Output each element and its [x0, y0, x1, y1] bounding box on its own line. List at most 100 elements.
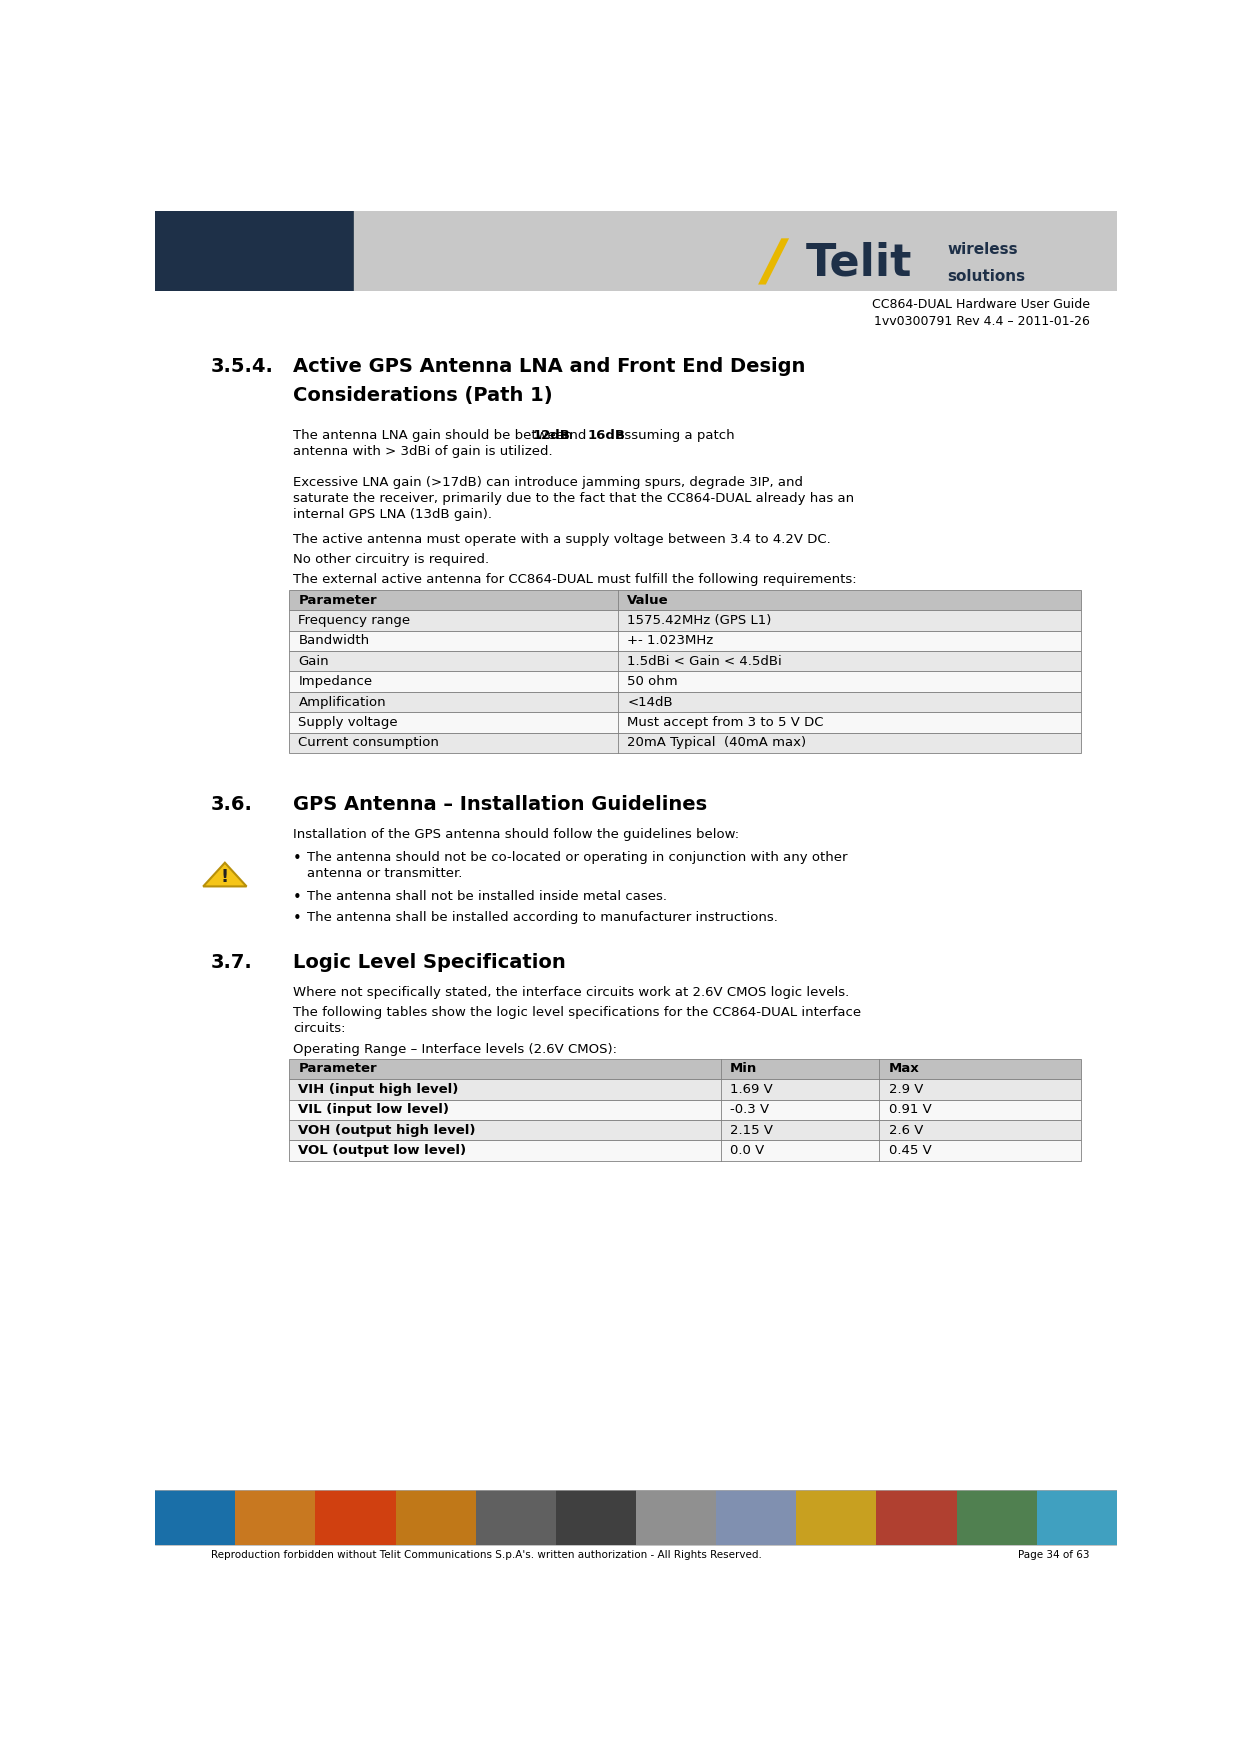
Bar: [352, 211, 1117, 291]
Text: +- 1.023MHz: +- 1.023MHz: [627, 634, 714, 648]
Text: The antenna LNA gain should be between: The antenna LNA gain should be between: [293, 428, 577, 442]
Text: 0.91 V: 0.91 V: [889, 1104, 931, 1116]
Bar: [876, 1490, 958, 1544]
Text: No other circuitry is required.: No other circuitry is required.: [293, 553, 489, 565]
Text: 12dB: 12dB: [532, 428, 570, 442]
Text: The antenna shall be installed according to manufacturer instructions.: The antenna shall be installed according…: [307, 911, 778, 923]
Bar: [396, 1490, 478, 1544]
Text: The following tables show the logic level specifications for the CC864-DUAL inte: The following tables show the logic leve…: [293, 1006, 861, 1018]
Text: circuits:: circuits:: [293, 1021, 345, 1035]
Text: Where not specifically stated, the interface circuits work at 2.6V CMOS logic le: Where not specifically stated, the inter…: [293, 986, 849, 999]
Text: and: and: [557, 428, 591, 442]
Text: Must accept from 3 to 5 V DC: Must accept from 3 to 5 V DC: [627, 716, 824, 728]
Text: Supply voltage: Supply voltage: [299, 716, 398, 728]
Text: 3.7.: 3.7.: [211, 953, 253, 972]
Text: Considerations (Path 1): Considerations (Path 1): [293, 386, 552, 405]
Text: solutions: solutions: [947, 269, 1025, 284]
Bar: [289, 1079, 1081, 1100]
Bar: [289, 732, 1081, 753]
Text: 16dB: 16dB: [587, 428, 625, 442]
Bar: [289, 672, 1081, 691]
Text: Min: Min: [730, 1062, 757, 1076]
Text: VIL (input low level): VIL (input low level): [299, 1104, 449, 1116]
Text: 1vv0300791 Rev 4.4 – 2011-01-26: 1vv0300791 Rev 4.4 – 2011-01-26: [874, 314, 1090, 328]
Text: Installation of the GPS antenna should follow the guidelines below:: Installation of the GPS antenna should f…: [293, 828, 740, 841]
Bar: [315, 1490, 397, 1544]
Text: Operating Range – Interface levels (2.6V CMOS):: Operating Range – Interface levels (2.6V…: [293, 1044, 617, 1057]
Text: 1575.42MHz (GPS L1): 1575.42MHz (GPS L1): [627, 614, 772, 627]
Text: Parameter: Parameter: [299, 593, 377, 607]
Bar: [289, 630, 1081, 651]
Text: The antenna shall not be installed inside metal cases.: The antenna shall not be installed insid…: [307, 890, 666, 904]
Bar: [352, 211, 354, 291]
Polygon shape: [758, 239, 789, 284]
Text: antenna or transmitter.: antenna or transmitter.: [307, 867, 463, 879]
Text: Logic Level Specification: Logic Level Specification: [293, 953, 566, 972]
Polygon shape: [204, 863, 247, 886]
Bar: [556, 1490, 638, 1544]
Bar: [716, 1490, 798, 1544]
Bar: [797, 1490, 877, 1544]
Bar: [957, 1490, 1039, 1544]
Text: Parameter: Parameter: [299, 1062, 377, 1076]
Text: <14dB: <14dB: [627, 695, 673, 709]
Text: 50 ohm: 50 ohm: [627, 676, 678, 688]
Text: GPS Antenna – Installation Guidelines: GPS Antenna – Installation Guidelines: [293, 795, 707, 814]
Text: 3.6.: 3.6.: [211, 795, 253, 814]
Text: Value: Value: [627, 593, 669, 607]
Bar: [289, 651, 1081, 672]
Text: Telit: Telit: [807, 242, 912, 284]
Text: Max: Max: [889, 1062, 920, 1076]
Bar: [1036, 1490, 1118, 1544]
Text: internal GPS LNA (13dB gain).: internal GPS LNA (13dB gain).: [293, 507, 493, 521]
Text: Page 34 of 63: Page 34 of 63: [1019, 1550, 1090, 1560]
Bar: [289, 611, 1081, 630]
Text: 0.45 V: 0.45 V: [889, 1144, 931, 1157]
Text: •: •: [293, 911, 302, 927]
Text: CC864-DUAL Hardware User Guide: CC864-DUAL Hardware User Guide: [871, 298, 1090, 311]
Text: Impedance: Impedance: [299, 676, 372, 688]
Text: 2.15 V: 2.15 V: [730, 1123, 773, 1137]
Text: Reproduction forbidden without Telit Communications S.p.A's. written authorizati: Reproduction forbidden without Telit Com…: [211, 1550, 762, 1560]
Bar: [637, 1490, 717, 1544]
Text: The antenna should not be co-located or operating in conjunction with any other: The antenna should not be co-located or …: [307, 851, 848, 863]
Text: antenna with > 3dBi of gain is utilized.: antenna with > 3dBi of gain is utilized.: [293, 446, 552, 458]
Bar: [289, 1058, 1081, 1079]
Text: VIH (input high level): VIH (input high level): [299, 1083, 459, 1095]
Text: 0.0 V: 0.0 V: [730, 1144, 764, 1157]
Text: !: !: [221, 869, 228, 886]
Text: The external active antenna for CC864-DUAL must fulfill the following requiremen: The external active antenna for CC864-DU…: [293, 572, 856, 586]
Text: wireless: wireless: [947, 242, 1018, 256]
Text: saturate the receiver, primarily due to the fact that the CC864-DUAL already has: saturate the receiver, primarily due to …: [293, 491, 854, 505]
Bar: [289, 590, 1081, 611]
Text: assuming a patch: assuming a patch: [612, 428, 735, 442]
Text: 2.9 V: 2.9 V: [889, 1083, 923, 1095]
Bar: [289, 713, 1081, 732]
Bar: [289, 1100, 1081, 1120]
Text: Bandwidth: Bandwidth: [299, 634, 370, 648]
Text: Gain: Gain: [299, 655, 329, 667]
Bar: [289, 691, 1081, 713]
Text: 1.69 V: 1.69 V: [730, 1083, 773, 1095]
Text: The active antenna must operate with a supply voltage between 3.4 to 4.2V DC.: The active antenna must operate with a s…: [293, 534, 830, 546]
Text: 1.5dBi < Gain < 4.5dBi: 1.5dBi < Gain < 4.5dBi: [627, 655, 782, 667]
Text: Active GPS Antenna LNA and Front End Design: Active GPS Antenna LNA and Front End Des…: [293, 356, 805, 376]
Text: -0.3 V: -0.3 V: [730, 1104, 769, 1116]
Text: VOL (output low level): VOL (output low level): [299, 1144, 467, 1157]
Text: Current consumption: Current consumption: [299, 737, 439, 749]
Text: 20mA Typical  (40mA max): 20mA Typical (40mA max): [627, 737, 807, 749]
Text: Frequency range: Frequency range: [299, 614, 411, 627]
Text: •: •: [293, 851, 302, 865]
Bar: [475, 1490, 557, 1544]
Text: VOH (output high level): VOH (output high level): [299, 1123, 477, 1137]
Text: 3.5.4.: 3.5.4.: [211, 356, 274, 376]
Bar: [155, 1490, 237, 1544]
Bar: [289, 1141, 1081, 1160]
Text: •: •: [293, 890, 302, 906]
Text: 2.6 V: 2.6 V: [889, 1123, 923, 1137]
Bar: [155, 211, 352, 291]
Text: Excessive LNA gain (>17dB) can introduce jamming spurs, degrade 3IP, and: Excessive LNA gain (>17dB) can introduce…: [293, 476, 803, 490]
Bar: [289, 1120, 1081, 1141]
Text: Amplification: Amplification: [299, 695, 386, 709]
Bar: [236, 1490, 316, 1544]
